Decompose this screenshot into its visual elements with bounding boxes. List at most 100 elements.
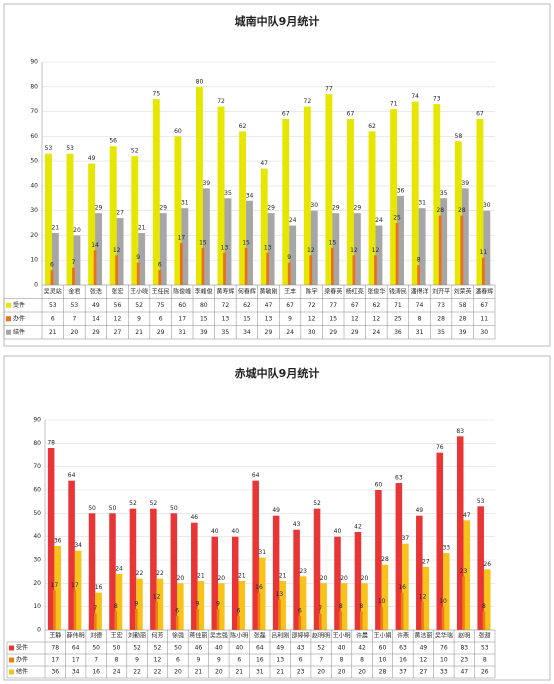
x-tick-label: 吴灵站 [44, 287, 62, 295]
table-cell: 21 [195, 669, 203, 676]
table-cell: 8 [340, 657, 344, 664]
x-tick-label: 蒋佳丽 [189, 632, 207, 640]
x-tick-label: 许燕 [397, 632, 409, 640]
value-label: 9 [216, 601, 220, 608]
table-cell: 28 [379, 669, 387, 676]
bar [54, 546, 61, 630]
legend-label: 受件 [13, 301, 25, 309]
value-label: 64 [252, 472, 260, 479]
table-cell: 75 [157, 302, 165, 309]
table-cell: 30 [308, 329, 316, 336]
table-cell: 15 [200, 315, 208, 322]
x-tick-label: 许晨 [356, 632, 368, 640]
bar [129, 508, 137, 630]
value-label: 6 [237, 608, 241, 615]
bar [443, 553, 450, 630]
value-label: 6 [158, 262, 162, 269]
bar [218, 583, 225, 630]
table-cell: 29 [265, 329, 273, 336]
bar [260, 168, 268, 285]
chart-title: 赤城中队9月统计 [235, 366, 320, 380]
value-label: 8 [417, 257, 421, 264]
x-tick-label: 王静 [49, 632, 61, 640]
value-label: 8 [339, 603, 343, 610]
table-cell: 31 [256, 669, 264, 676]
value-label: 62 [239, 123, 247, 130]
bar [325, 94, 333, 285]
value-label: 15 [199, 239, 207, 246]
y-tick-label: 90 [30, 59, 38, 66]
value-label: 60 [174, 128, 182, 135]
table-cell: 21 [49, 329, 57, 336]
bar [347, 118, 354, 285]
x-tick-label: 李峰俊 [195, 287, 213, 295]
bar [309, 255, 313, 285]
table-cell: 49 [92, 302, 100, 309]
y-tick-label: 90 [33, 417, 41, 424]
x-tick-label: 吴志强 [210, 632, 228, 640]
bar [216, 609, 220, 630]
table-cell: 50 [113, 645, 121, 652]
value-label: 10 [439, 598, 447, 605]
legend-swatch [9, 669, 14, 675]
value-label: 35 [440, 190, 448, 197]
x-tick-label: 潘春辉 [475, 287, 493, 295]
bar [72, 267, 75, 285]
bar [353, 213, 361, 285]
table-cell: 20 [174, 669, 182, 676]
bar [267, 213, 275, 285]
table-cell: 49 [420, 645, 428, 652]
value-label: 29 [95, 205, 103, 212]
table-cell: 8 [483, 657, 487, 664]
bar [156, 578, 164, 630]
table-cell: 58 [459, 302, 467, 309]
table-cell: 27 [114, 329, 122, 336]
value-label: 23 [460, 568, 468, 575]
x-tick-label: 王任民 [152, 287, 170, 295]
bar [159, 213, 167, 285]
bar [303, 106, 311, 285]
table-cell: 9 [288, 315, 292, 322]
bar [441, 606, 445, 630]
bar [95, 592, 102, 630]
value-label: 13 [276, 591, 284, 598]
x-tick-label: 王丰 [284, 287, 296, 295]
bar [481, 257, 485, 285]
table-cell: 49 [276, 645, 284, 652]
table-cell: 39 [459, 329, 467, 336]
x-tick-label: 黄洁丽 [414, 632, 432, 640]
value-label: 17 [51, 582, 59, 589]
bar [332, 213, 340, 285]
table-cell: 64 [256, 645, 264, 652]
bar [282, 118, 290, 285]
bar [181, 208, 189, 285]
table-cell: 24 [113, 669, 121, 676]
table-cell: 16 [399, 657, 407, 664]
value-label: 15 [329, 239, 337, 246]
x-tick-label: 梁春英 [324, 287, 342, 295]
bar [438, 215, 442, 285]
bar [257, 592, 261, 630]
x-tick-label: 赵明明 [312, 632, 330, 640]
bar [191, 522, 198, 630]
table-cell: 12 [420, 657, 428, 664]
value-label: 72 [217, 98, 225, 105]
value-label: 21 [197, 573, 205, 580]
table-cell: 17 [72, 657, 80, 664]
bar [416, 515, 423, 630]
table-cell: 72 [222, 302, 230, 309]
bar [352, 255, 356, 285]
value-label: 30 [310, 202, 318, 209]
bar [477, 506, 484, 630]
bar [175, 616, 179, 630]
table-cell: 6 [176, 657, 180, 664]
value-label: 20 [217, 575, 225, 582]
bar [279, 581, 286, 630]
bar [374, 255, 377, 285]
bar [440, 198, 448, 285]
table-cell: 20 [71, 329, 79, 336]
x-tick-label: 杨红亮 [346, 287, 364, 295]
table-cell: 23 [297, 669, 305, 676]
bar [237, 616, 240, 630]
value-label: 67 [476, 110, 484, 117]
